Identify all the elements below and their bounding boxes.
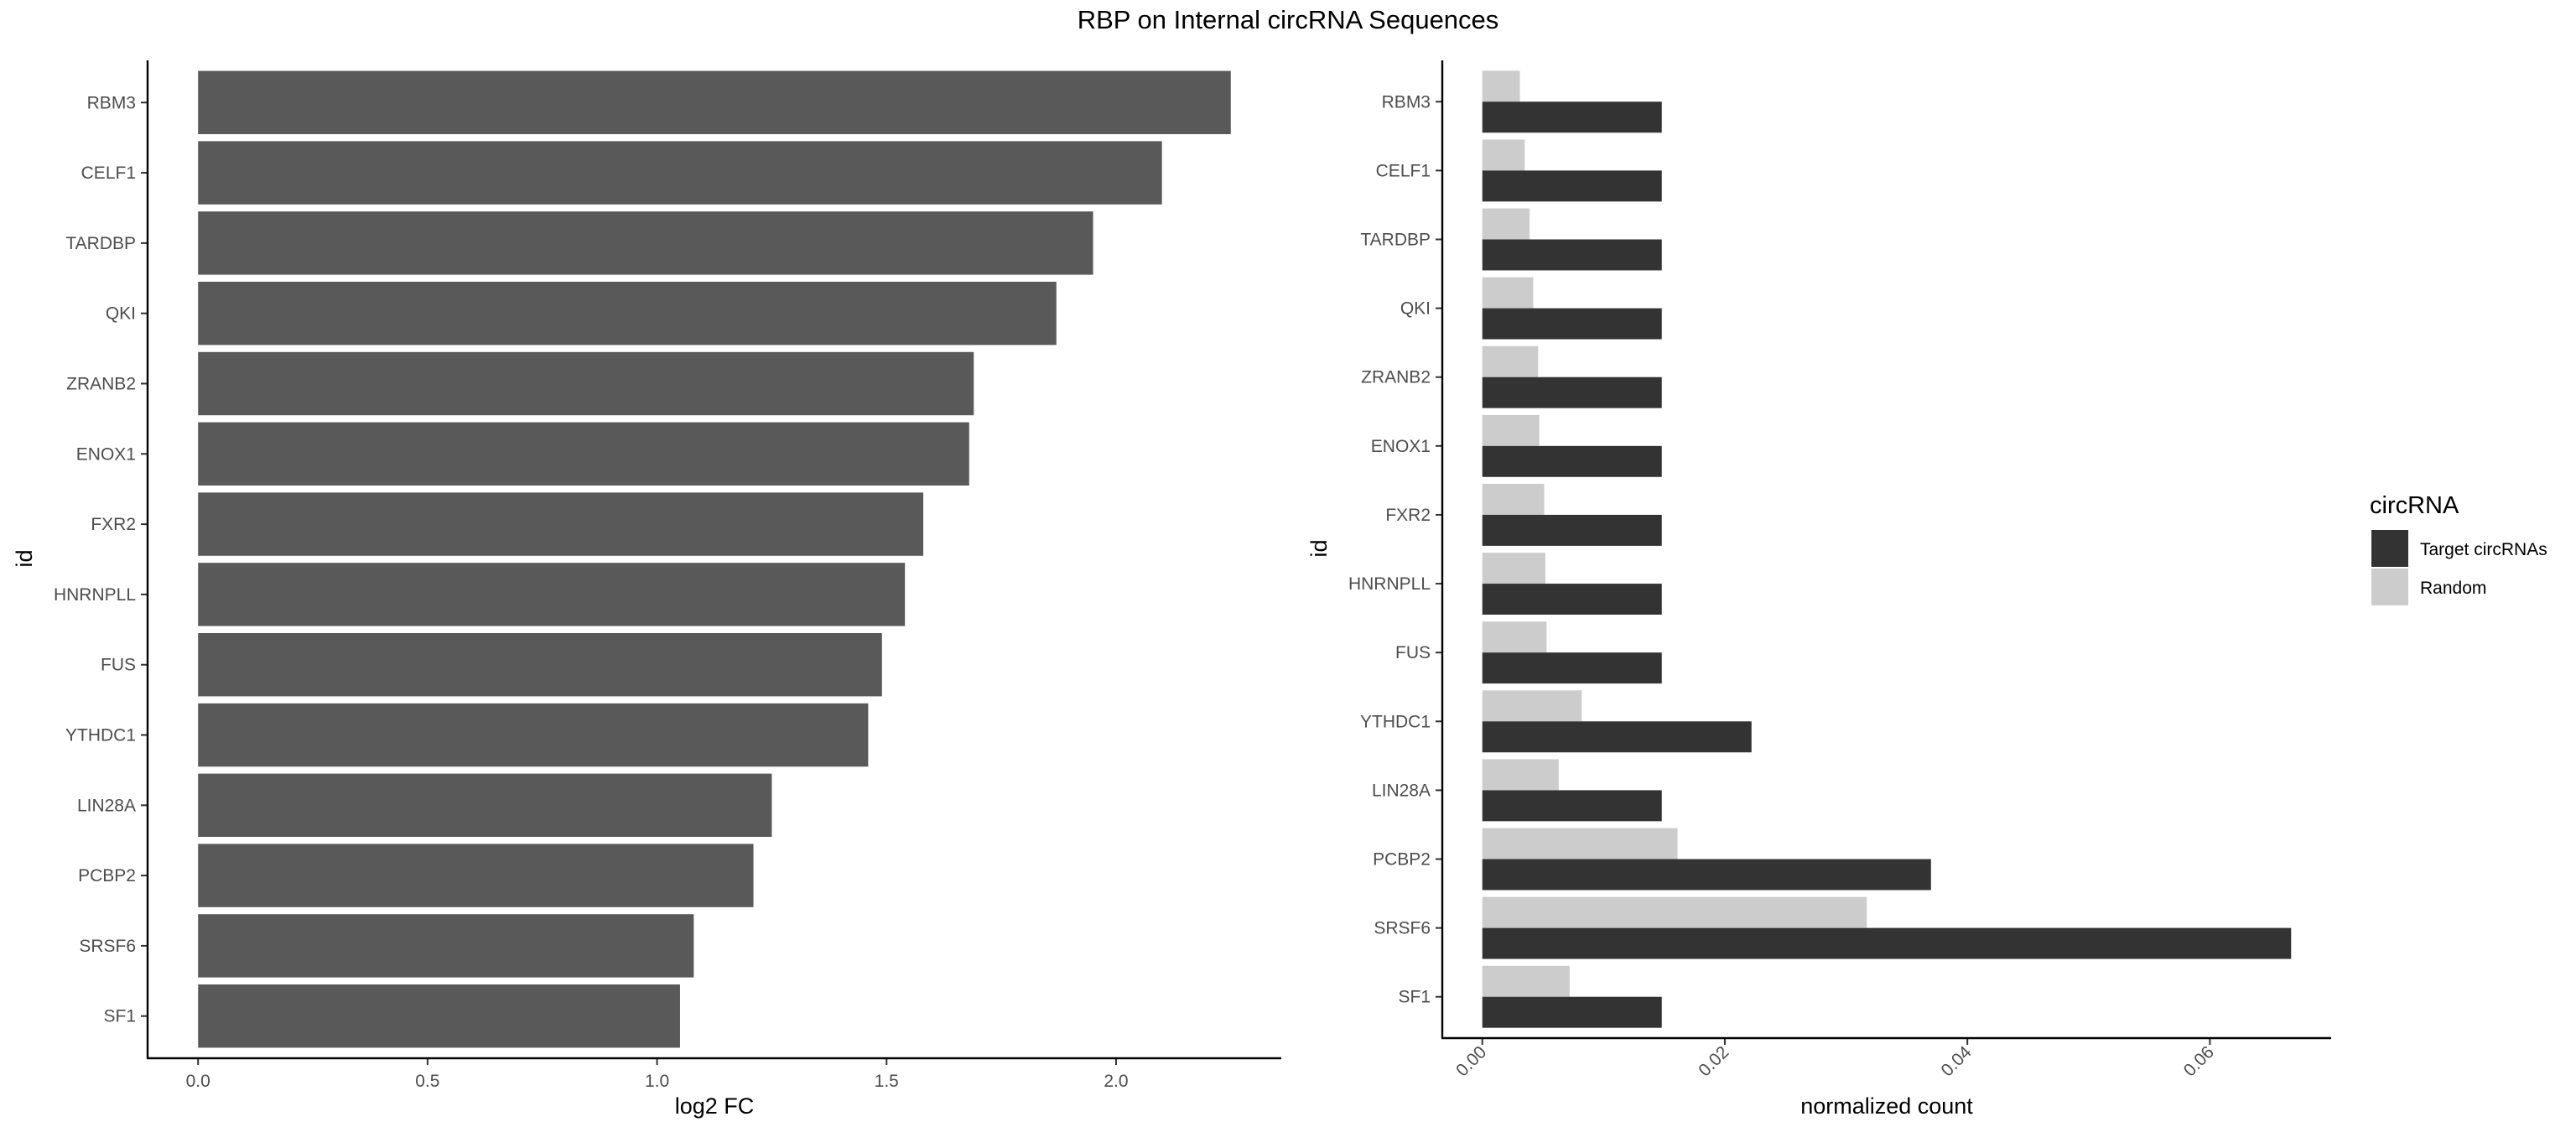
- y-tick-label-rbm3: RBM3: [1382, 92, 1431, 112]
- y-tick-label-ythdc1: YTHDC1: [1360, 712, 1431, 731]
- bar-logfc-tardbp: [198, 211, 1093, 275]
- bar-target-celf1: [1482, 170, 1662, 202]
- bar-logfc-sf1: [198, 984, 680, 1048]
- y-tick-label-srsf6: SRSF6: [79, 937, 136, 956]
- bar-random-ythdc1: [1482, 690, 1582, 722]
- bar-logfc-pcbp2: [198, 844, 754, 907]
- y-tick-label-hnrnpll: HNRNPLL: [1348, 574, 1431, 594]
- bar-target-fxr2: [1482, 514, 1662, 546]
- x-tick-label: 1.0: [645, 1072, 669, 1091]
- legend-title: circRNA: [2370, 492, 2459, 519]
- y-tick-label-hnrnpll: HNRNPLL: [54, 585, 136, 605]
- y-tick-label-fus: FUS: [101, 656, 136, 675]
- x-tick-label: 2.0: [1104, 1072, 1128, 1091]
- y-tick-label-enox1: ENOX1: [1371, 437, 1431, 456]
- bar-target-tardbp: [1482, 239, 1662, 271]
- bar-logfc-rbm3: [198, 70, 1231, 134]
- bar-random-lin28a: [1482, 759, 1559, 791]
- bar-logfc-srsf6: [198, 914, 694, 978]
- right-y-axis-title: id: [1306, 539, 1332, 557]
- right-x-ticks: 0.00 0.02 0.04 0.06: [1452, 1038, 2218, 1080]
- bar-logfc-lin28a: [198, 773, 772, 838]
- right-y-ticks: RBM3 CELF1 TARDBP QKI ZRANB2 ENOX1 FXR2 HNRNPLL…: [1348, 92, 1442, 1007]
- bar-logfc-fxr2: [198, 492, 924, 556]
- bar-random-sf1: [1482, 965, 1570, 997]
- bar-random-fxr2: [1482, 483, 1545, 515]
- bar-random-srsf6: [1482, 896, 1867, 928]
- bar-target-srsf6: [1482, 927, 2292, 959]
- y-tick-label-celf1: CELF1: [81, 164, 136, 183]
- left-y-ticks: RBM3 CELF1 TARDBP QKI ZRANB2 ENOX1 FXR2 HNRNPLL…: [54, 93, 148, 1026]
- y-tick-label-pcbp2: PCBP2: [78, 866, 136, 886]
- bar-random-qki: [1482, 277, 1534, 309]
- bar-target-ythdc1: [1482, 721, 1752, 753]
- x-tick-label: 0.06: [2180, 1042, 2218, 1080]
- right-bars: [1482, 70, 2292, 1028]
- bar-random-zranb2: [1482, 345, 1539, 377]
- bar-random-hnrnpll: [1482, 553, 1545, 584]
- x-tick-label: 0.5: [415, 1072, 439, 1091]
- y-tick-label-fus: FUS: [1395, 643, 1431, 662]
- bar-target-hnrnpll: [1482, 584, 1662, 615]
- bar-target-rbm3: [1482, 101, 1662, 133]
- y-tick-label-lin28a: LIN28A: [77, 796, 136, 815]
- left-panel: RBM3 CELF1 TARDBP QKI ZRANB2 ENOX1 FXR2 HNRNPLL…: [12, 60, 1281, 1119]
- bar-random-tardbp: [1482, 208, 1530, 240]
- y-tick-label-sf1: SF1: [1398, 988, 1431, 1007]
- y-tick-label-fxr2: FXR2: [91, 515, 136, 534]
- left-y-axis-title: id: [12, 549, 37, 567]
- y-tick-label-pcbp2: PCBP2: [1373, 850, 1431, 870]
- bar-logfc-qki: [198, 281, 1057, 345]
- legend-label-target: Target circRNAs: [2420, 540, 2547, 559]
- bar-target-sf1: [1482, 996, 1662, 1028]
- left-x-axis-title: log2 FC: [675, 1093, 755, 1119]
- x-tick-label: 0.04: [1938, 1042, 1976, 1080]
- bar-random-rbm3: [1482, 70, 1520, 102]
- x-tick-label: 1.5: [875, 1072, 899, 1091]
- x-tick-label: 0.0: [186, 1072, 210, 1091]
- bar-target-zranb2: [1482, 377, 1662, 408]
- legend-label-random: Random: [2420, 579, 2486, 598]
- y-tick-label-qki: QKI: [1400, 299, 1431, 319]
- bar-logfc-enox1: [198, 422, 969, 486]
- y-tick-label-sf1: SF1: [103, 1007, 136, 1026]
- y-tick-label-enox1: ENOX1: [76, 444, 136, 464]
- y-tick-label-celf1: CELF1: [1376, 161, 1431, 180]
- bar-target-fus: [1482, 652, 1662, 684]
- y-tick-label-rbm3: RBM3: [87, 93, 136, 112]
- right-panel: RBM3 CELF1 TARDBP QKI ZRANB2 ENOX1 FXR2 HNRNPLL…: [1306, 60, 2331, 1119]
- legend-swatch-random: [2371, 569, 2408, 605]
- y-tick-label-srsf6: SRSF6: [1374, 919, 1431, 938]
- x-tick-label: 0.00: [1452, 1042, 1490, 1080]
- bar-logfc-fus: [198, 632, 882, 697]
- plot-title: RBP on Internal circRNA Sequences: [1078, 5, 1499, 34]
- left-bars: [198, 70, 1231, 1048]
- y-tick-label-lin28a: LIN28A: [1372, 781, 1431, 800]
- legend: circRNA Target circRNAs Random: [2370, 492, 2547, 605]
- bar-logfc-ythdc1: [198, 703, 869, 767]
- x-tick-label: 0.02: [1695, 1042, 1732, 1080]
- legend-swatch-target: [2371, 530, 2408, 567]
- y-tick-label-fxr2: FXR2: [1385, 506, 1431, 525]
- bar-random-pcbp2: [1482, 828, 1678, 860]
- bar-target-pcbp2: [1482, 859, 1931, 891]
- bar-target-enox1: [1482, 445, 1662, 477]
- y-tick-label-ythdc1: YTHDC1: [65, 726, 136, 745]
- y-tick-label-zranb2: ZRANB2: [1361, 368, 1431, 387]
- bar-logfc-celf1: [198, 141, 1162, 205]
- bar-target-qki: [1482, 308, 1662, 340]
- bar-random-celf1: [1482, 139, 1525, 171]
- y-tick-label-tardbp: TARDBP: [1360, 230, 1431, 249]
- y-tick-label-zranb2: ZRANB2: [66, 374, 136, 393]
- bar-logfc-zranb2: [198, 351, 974, 416]
- bar-target-lin28a: [1482, 790, 1662, 822]
- bar-logfc-hnrnpll: [198, 563, 906, 626]
- y-tick-label-tardbp: TARDBP: [65, 234, 136, 253]
- right-x-axis-title: normalized count: [1800, 1093, 1973, 1119]
- y-tick-label-qki: QKI: [106, 304, 136, 324]
- bar-random-enox1: [1482, 414, 1540, 446]
- left-x-ticks: 0.0 0.5 1.0 1.5 2.0: [186, 1058, 1129, 1091]
- bar-random-fus: [1482, 621, 1547, 653]
